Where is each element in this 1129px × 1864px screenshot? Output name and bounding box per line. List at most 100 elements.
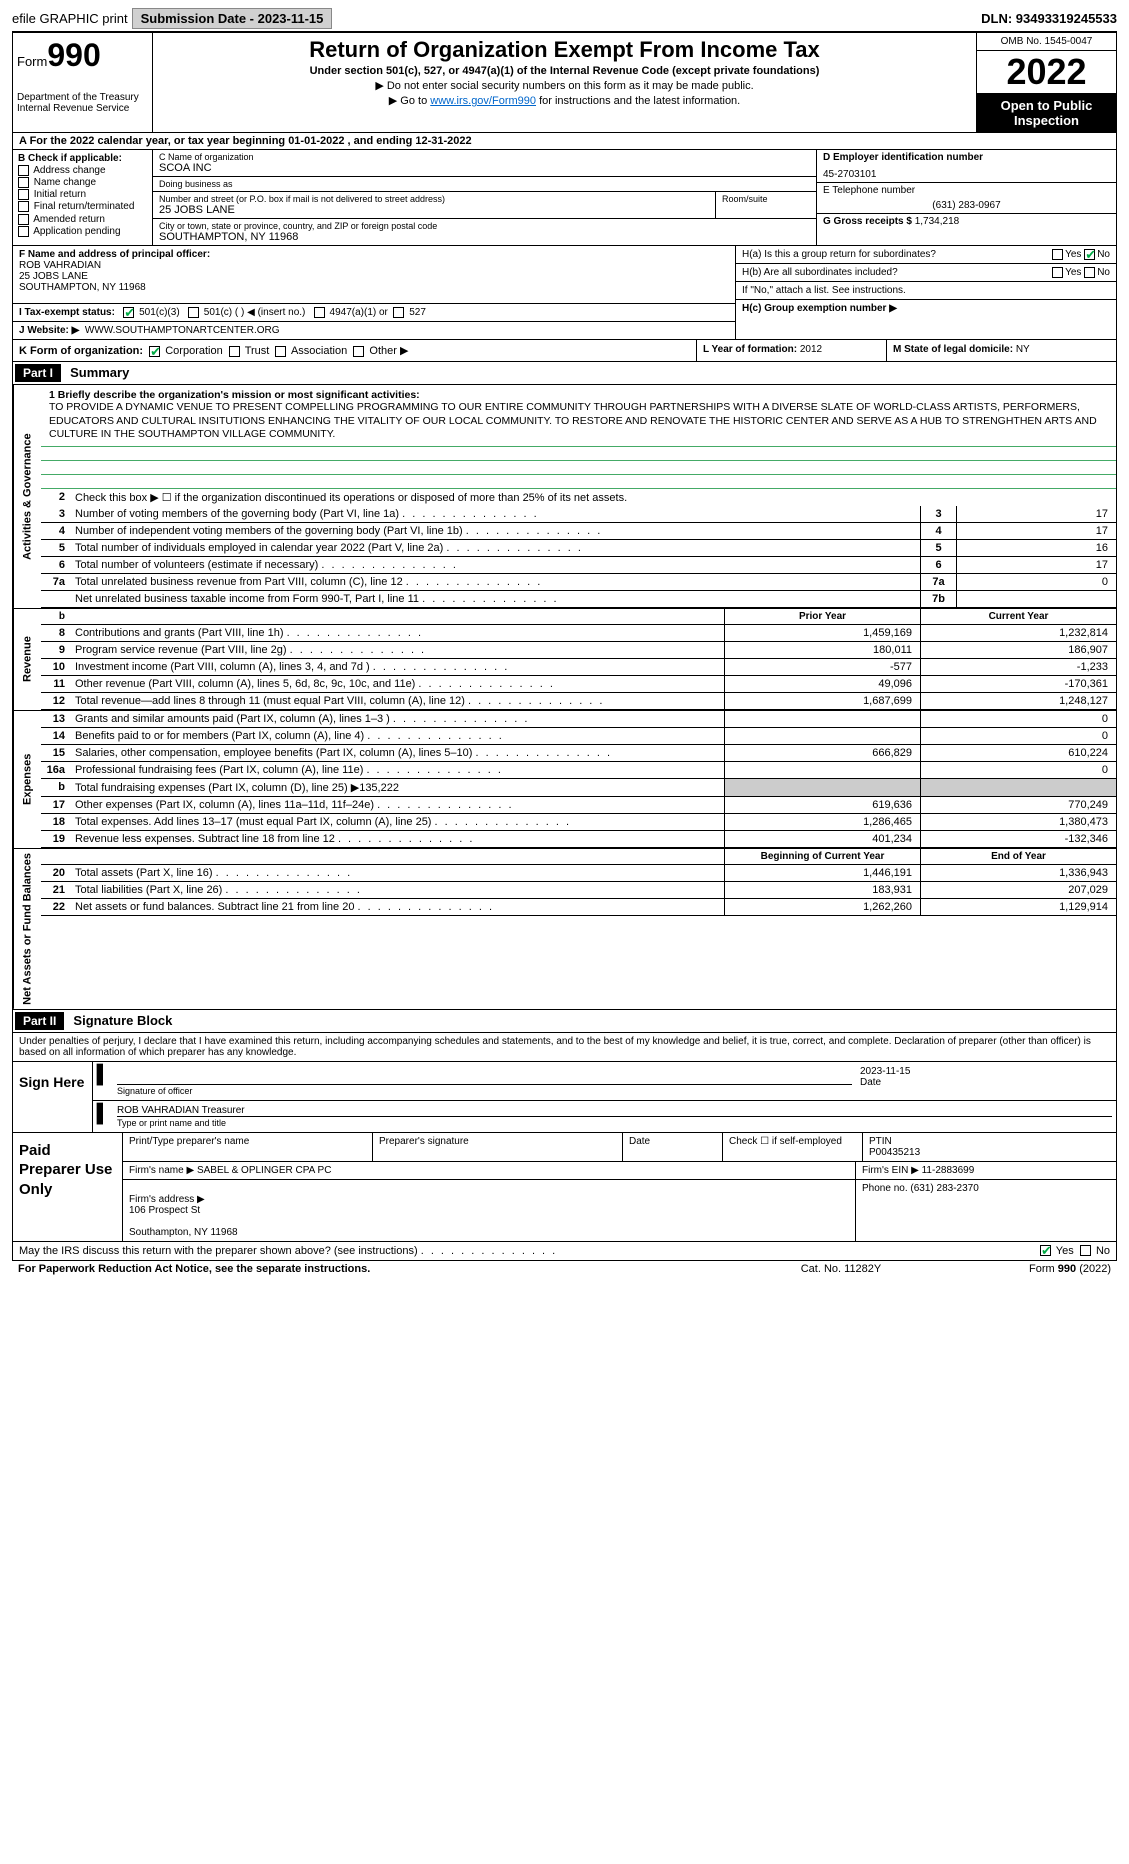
sections-klm: K Form of organization: Corporation Trus…	[12, 340, 1117, 362]
firm-addr: 106 Prospect St Southampton, NY 11968	[129, 1205, 238, 1238]
discuss-no[interactable]	[1080, 1245, 1091, 1256]
header-left: Form990 Department of the Treasury Inter…	[13, 33, 153, 132]
sig-officer-label: Signature of officer	[117, 1084, 852, 1096]
type-name-label: Type or print name and title	[117, 1116, 1112, 1128]
phone-label: E Telephone number	[823, 185, 1110, 196]
ha-yes[interactable]	[1052, 249, 1063, 260]
form-number: 990	[47, 37, 100, 73]
firm-phone-label: Phone no.	[862, 1183, 908, 1194]
firm-name: SABEL & OPLINGER CPA PC	[197, 1165, 332, 1176]
gross-receipts-label: G Gross receipts $	[823, 216, 912, 227]
section-b: B Check if applicable: Address change Na…	[13, 150, 153, 245]
officer-name: ROB VAHRADIAN	[19, 260, 729, 271]
section-a-calendar-year: A For the 2022 calendar year, or tax yea…	[12, 133, 1117, 150]
prep-sig-hdr: Preparer's signature	[373, 1133, 623, 1161]
efile-label: efile GRAPHIC print	[12, 11, 128, 26]
prep-selfemp-hdr: Check ☐ if self-employed	[723, 1133, 863, 1161]
part2-badge: Part II	[15, 1012, 64, 1030]
chk-trust[interactable]	[229, 346, 240, 357]
side-expenses: Expenses	[13, 711, 41, 848]
city-value: SOUTHAMPTON, NY 11968	[159, 231, 810, 243]
signature-block: Under penalties of perjury, I declare th…	[12, 1033, 1117, 1133]
line2-text: Check this box ▶ ☐ if the organization d…	[71, 489, 1116, 506]
street-value: 25 JOBS LANE	[159, 204, 709, 216]
line-item: 20Total assets (Part X, line 16) 1,446,1…	[41, 865, 1116, 882]
note2-post: for instructions and the latest informat…	[536, 95, 740, 107]
line-item: 8Contributions and grants (Part VIII, li…	[41, 625, 1116, 642]
form-subtitle: Under section 501(c), 527, or 4947(a)(1)…	[161, 65, 968, 77]
firm-name-label: Firm's name ▶	[129, 1165, 194, 1176]
line-item: bTotal fundraising expenses (Part IX, co…	[41, 779, 1116, 797]
part2-title: Signature Block	[67, 1013, 172, 1028]
chk-corp[interactable]	[149, 346, 160, 357]
form-org-label: K Form of organization:	[19, 345, 143, 357]
chk-501c3[interactable]	[123, 307, 134, 318]
sections-deg: D Employer identification number 45-2703…	[816, 150, 1116, 245]
chk-assoc[interactable]	[275, 346, 286, 357]
note-link: ▶ Go to www.irs.gov/Form990 for instruct…	[161, 94, 968, 107]
chk-4947[interactable]	[314, 307, 325, 318]
header-right: OMB No. 1545-0047 2022 Open to Public In…	[976, 33, 1116, 132]
firm-ein-label: Firm's EIN ▶	[862, 1165, 919, 1176]
part1-badge: Part I	[15, 364, 61, 382]
line-item: 12Total revenue—add lines 8 through 11 (…	[41, 693, 1116, 710]
submission-date-button[interactable]: Submission Date - 2023-11-15	[132, 8, 333, 29]
mission-text: TO PROVIDE A DYNAMIC VENUE TO PRESENT CO…	[49, 401, 1097, 440]
sig-date-label: Date	[860, 1077, 1112, 1088]
side-revenue: Revenue	[13, 609, 41, 710]
chk-initial-return[interactable]: Initial return	[18, 189, 147, 200]
chk-501c[interactable]	[188, 307, 199, 318]
hb-yes[interactable]	[1052, 267, 1063, 278]
hdr-current: Current Year	[920, 609, 1116, 624]
part1-header-row: Part I Summary	[12, 362, 1117, 385]
discuss-yes[interactable]	[1040, 1245, 1051, 1256]
officer-addr2: SOUTHAMPTON, NY 11968	[19, 282, 729, 293]
chk-527[interactable]	[393, 307, 404, 318]
chk-address-change[interactable]: Address change	[18, 165, 147, 176]
officer-label: F Name and address of principal officer:	[19, 249, 729, 260]
dln-label: DLN: 93493319245533	[981, 11, 1117, 26]
line-item: 9Program service revenue (Part VIII, lin…	[41, 642, 1116, 659]
line-item: 5Total number of individuals employed in…	[41, 540, 1116, 557]
chk-final-return[interactable]: Final return/terminated	[18, 201, 147, 212]
ha-no[interactable]	[1084, 249, 1095, 260]
chk-name-change[interactable]: Name change	[18, 177, 147, 188]
section-b-label: B Check if applicable:	[18, 153, 147, 164]
firm-phone: (631) 283-2370	[910, 1183, 978, 1194]
line-item: 4Number of independent voting members of…	[41, 523, 1116, 540]
website-value: WWW.SOUTHAMPTONARTCENTER.ORG	[85, 325, 280, 336]
sections-fh: F Name and address of principal officer:…	[12, 246, 1117, 340]
perjury-statement: Under penalties of perjury, I declare th…	[13, 1033, 1116, 1062]
line-item: 3Number of voting members of the governi…	[41, 506, 1116, 523]
line-item: 6Total number of volunteers (estimate if…	[41, 557, 1116, 574]
sign-arrow-icon: ▌	[93, 1103, 113, 1130]
state-domicile-label: M State of legal domicile:	[893, 344, 1013, 355]
chk-amended[interactable]: Amended return	[18, 214, 147, 225]
hb-note: If "No," attach a list. See instructions…	[742, 285, 906, 296]
discuss-row: May the IRS discuss this return with the…	[12, 1242, 1117, 1261]
form-header: Form990 Department of the Treasury Inter…	[12, 32, 1117, 133]
dept-label: Department of the Treasury Internal Reve…	[17, 92, 148, 114]
firm-ein: 11-2883699	[922, 1165, 975, 1176]
section-c: C Name of organization SCOA INC Doing bu…	[153, 150, 816, 245]
hdr-end: End of Year	[920, 849, 1116, 864]
line-item: 16aProfessional fundraising fees (Part I…	[41, 762, 1116, 779]
line-item: 17Other expenses (Part IX, column (A), l…	[41, 797, 1116, 814]
part1-title: Summary	[64, 365, 129, 380]
ein-value: 45-2703101	[823, 163, 1110, 180]
officer-addr1: 25 JOBS LANE	[19, 271, 729, 282]
chk-other[interactable]	[353, 346, 364, 357]
paid-preparer-label: Paid Preparer Use Only	[13, 1133, 123, 1241]
chk-app-pending[interactable]: Application pending	[18, 226, 147, 237]
gross-receipts-value: 1,734,218	[915, 216, 960, 227]
hc-label: H(c) Group exemption number ▶	[742, 303, 897, 314]
hb-label: H(b) Are all subordinates included?	[742, 267, 990, 278]
discuss-question: May the IRS discuss this return with the…	[19, 1245, 418, 1257]
line-item: 14Benefits paid to or for members (Part …	[41, 728, 1116, 745]
omb-number: OMB No. 1545-0047	[977, 33, 1116, 51]
hb-no[interactable]	[1084, 267, 1095, 278]
footer-form: 990	[1058, 1263, 1076, 1275]
irs-link[interactable]: www.irs.gov/Form990	[430, 95, 536, 107]
sections-bcdefg: B Check if applicable: Address change Na…	[12, 150, 1117, 246]
line-item: 10Investment income (Part VIII, column (…	[41, 659, 1116, 676]
